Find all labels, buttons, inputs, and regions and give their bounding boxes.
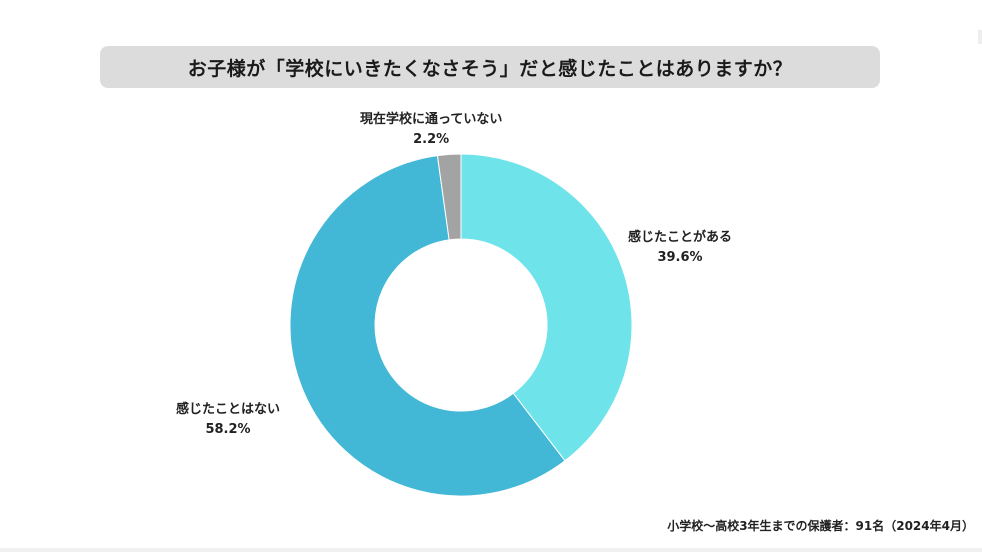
chart-title-box: お子様が「学校にいきたくなさそう」だと感じたことはありますか？ — [100, 46, 880, 88]
survey-footnote: 小学校〜高校3年生までの保護者：91名（2024年4月） — [667, 519, 974, 533]
slice-label-not-attending: 現在学校に通っていない 2.2% — [360, 110, 502, 150]
slice-label-felt: 感じたことがある 39.6% — [628, 228, 732, 268]
donut-slice-2 — [436, 153, 462, 241]
bottom-divider — [0, 548, 982, 552]
slice-label-not-felt-value: 58.2% — [205, 422, 251, 437]
slice-label-felt-value: 39.6% — [657, 250, 703, 265]
slice-label-not-attending-name: 現在学校に通っていない — [360, 112, 503, 127]
slice-label-felt-name: 感じたことがある — [628, 230, 733, 245]
chart-title: お子様が「学校にいきたくなさそう」だと感じたことはありますか？ — [187, 57, 793, 80]
donut-slice-0 — [460, 153, 633, 462]
slice-label-not-attending-value: 2.2% — [413, 132, 450, 147]
slice-label-not-felt: 感じたことはない 58.2% — [176, 400, 280, 440]
corner-decoration — [978, 30, 982, 44]
slice-label-not-felt-name: 感じたことはない — [176, 402, 281, 417]
donut-slice-1 — [289, 155, 566, 497]
